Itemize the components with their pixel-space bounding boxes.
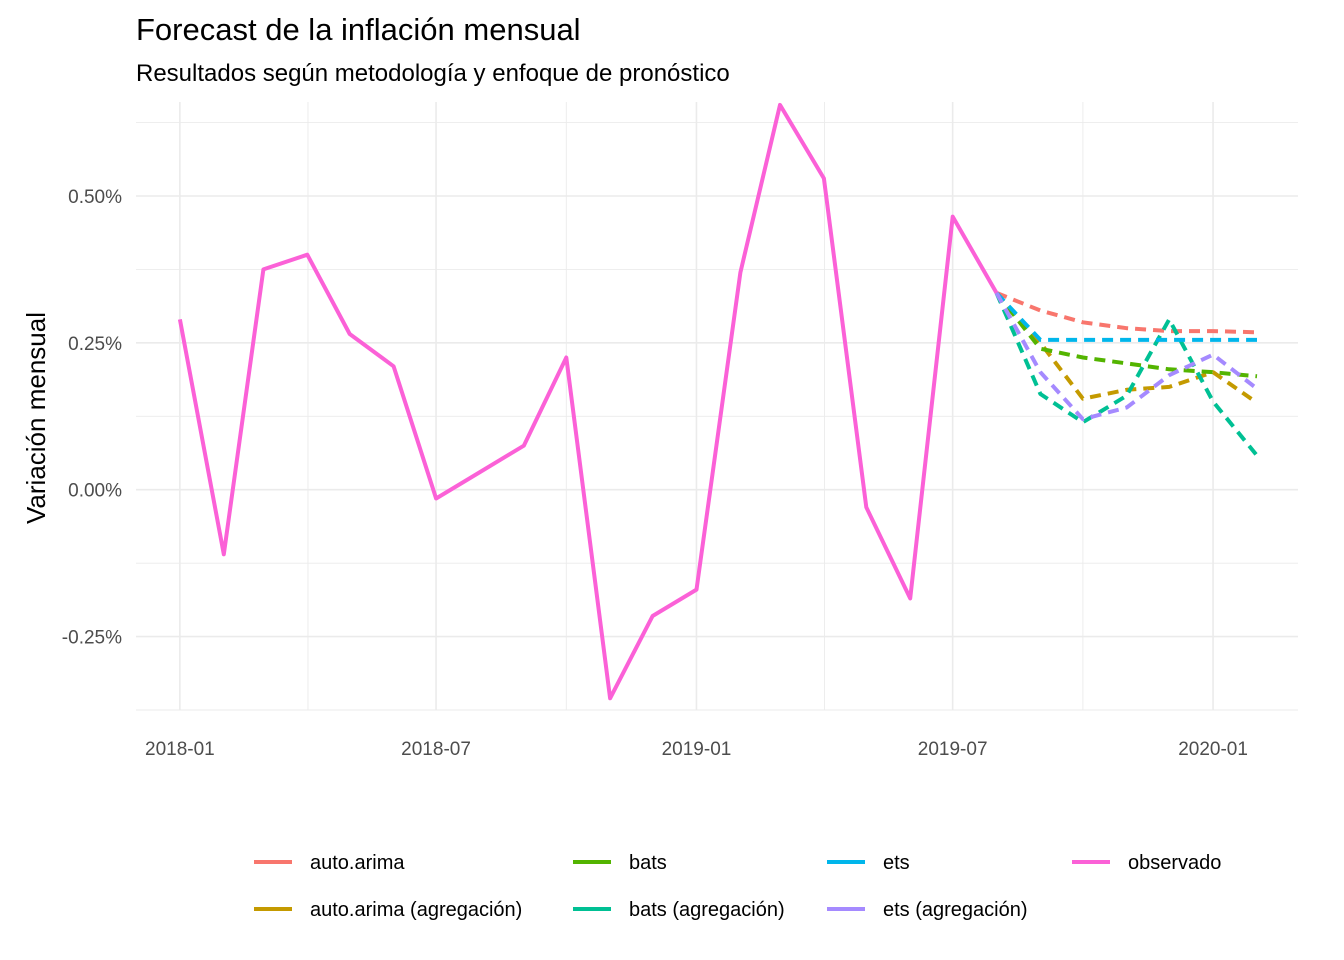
series-line-auto-arima-agregaci-n: [994, 291, 1259, 405]
series-line-ets: [995, 291, 1257, 342]
y-axis-ticks: 0.50% 0.25% 0.00% -0.25%: [62, 187, 122, 649]
legend: auto.arima auto.arima (agregación) bats bat…: [254, 852, 1221, 921]
series-line-observado: [177, 102, 999, 701]
chart-subtitle: Resultados según metodología y enfoque d…: [136, 60, 730, 87]
legend-label: auto.arima (agregación): [310, 899, 522, 921]
legend-label: auto.arima: [310, 852, 405, 874]
series-line-ets-agregaci-n: [994, 291, 1259, 422]
series-line-auto-arima: [995, 291, 1258, 335]
legend-item: auto.arima (agregación): [254, 899, 522, 921]
series-lines: [177, 102, 1259, 701]
legend-item: ets: [827, 852, 910, 874]
x-tick-label: 2018-01: [145, 739, 215, 760]
x-axis-ticks: 2018-01 2018-07 2019-01 2019-07 2020-01: [145, 739, 1248, 760]
legend-label: ets (agregación): [883, 899, 1028, 921]
legend-label: observado: [1128, 852, 1221, 874]
y-tick-label: 0.25%: [68, 334, 122, 355]
legend-label: bats (agregación): [629, 899, 785, 921]
series-line-bats-agregaci-n: [994, 292, 1259, 457]
legend-item: auto.arima: [254, 852, 405, 874]
legend-item: observado: [1072, 852, 1221, 874]
y-axis-label: Variación mensual: [21, 312, 51, 524]
chart-title: Forecast de la inflación mensual: [136, 12, 581, 47]
y-tick-label: 0.00%: [68, 481, 122, 502]
y-tick-label: 0.50%: [68, 187, 122, 208]
legend-item: ets (agregación): [827, 899, 1028, 921]
x-tick-label: 2019-07: [918, 739, 988, 760]
x-tick-label: 2019-01: [662, 739, 732, 760]
legend-label: bats: [629, 852, 667, 874]
legend-label: ets: [883, 852, 910, 874]
legend-item: bats: [573, 852, 667, 874]
x-tick-label: 2020-01: [1178, 739, 1248, 760]
x-tick-label: 2018-07: [401, 739, 471, 760]
y-tick-label: -0.25%: [62, 628, 122, 649]
grid-lines: [136, 102, 1298, 711]
legend-item: bats (agregación): [573, 899, 785, 921]
